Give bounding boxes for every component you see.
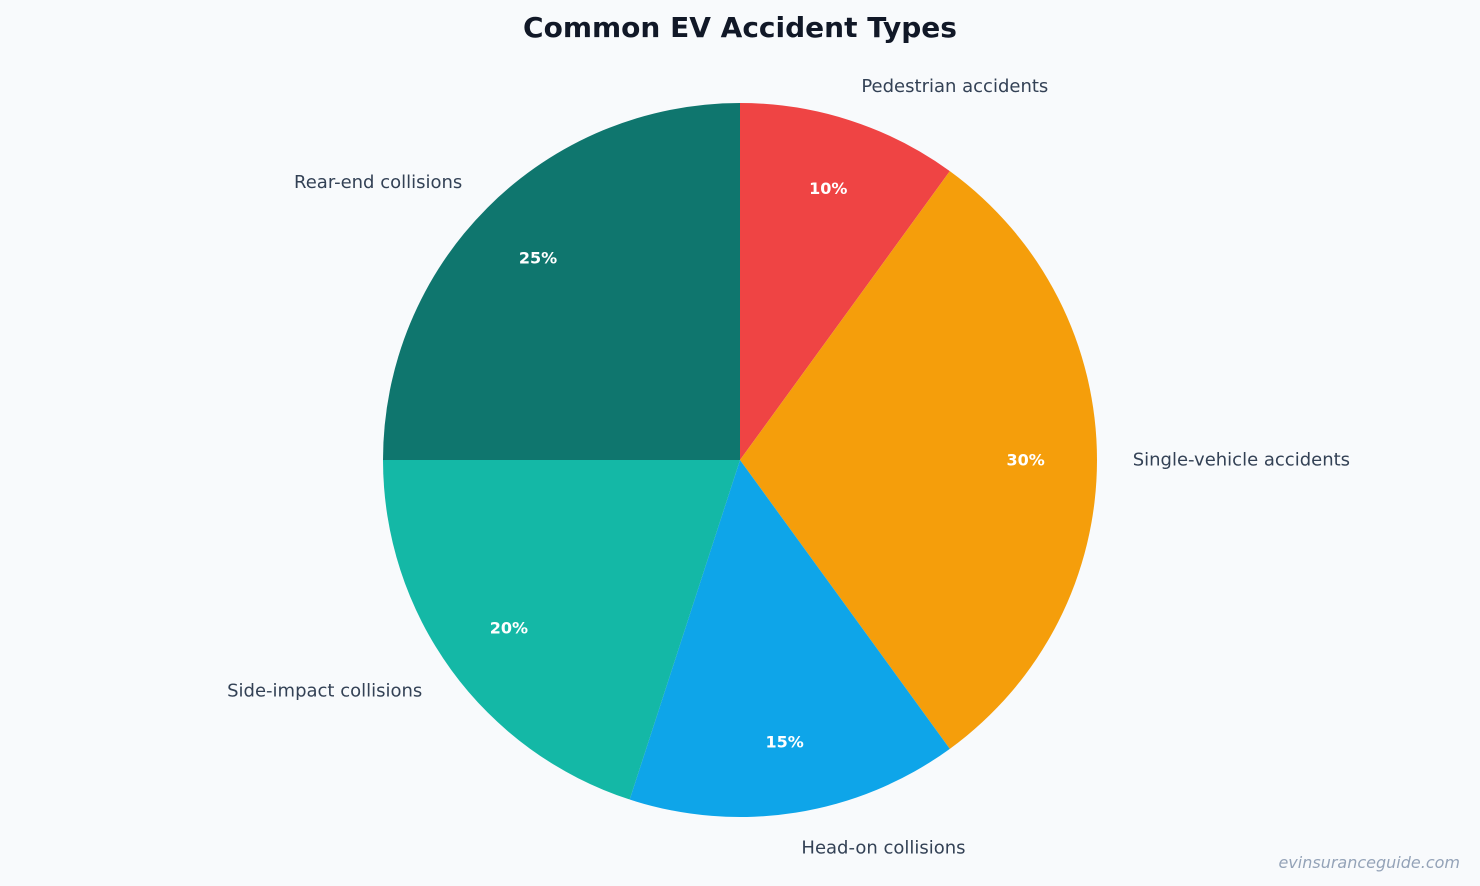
pie-slice-label: Side-impact collisions: [227, 680, 422, 701]
pie-percent-label: 10%: [809, 179, 847, 198]
pie-slice-label: Head-on collisions: [801, 837, 965, 858]
pie-slice-label: Pedestrian accidents: [861, 76, 1048, 97]
watermark: evinsuranceguide.com: [1278, 853, 1460, 872]
pie-slice-label: Rear-end collisions: [294, 172, 462, 193]
pie-percent-label: 15%: [766, 733, 804, 752]
pie-slices: [383, 103, 1098, 818]
pie-percent-label: 20%: [490, 618, 528, 637]
pie-percent-labels: 10% 30% 15% 20% 25%: [490, 179, 1045, 752]
pie-slice-label: Single-vehicle accidents: [1133, 450, 1350, 471]
pie-percent-label: 30%: [1006, 451, 1044, 470]
pie-slice-head-on-collisions: [629, 460, 950, 818]
pie-slice-single-vehicle-accidents: [740, 171, 1098, 749]
pie-slice-side-impact-collisions: [383, 460, 740, 800]
pie-slice-pedestrian-accidents: [740, 103, 950, 460]
pie-percent-label: 25%: [519, 249, 557, 268]
pie-outer-labels: Pedestrian accidents Single-vehicle accid…: [227, 76, 1350, 858]
pie-slice-rear-end-collisions: [383, 103, 740, 460]
chart-title: Common EV Accident Types: [523, 11, 957, 44]
